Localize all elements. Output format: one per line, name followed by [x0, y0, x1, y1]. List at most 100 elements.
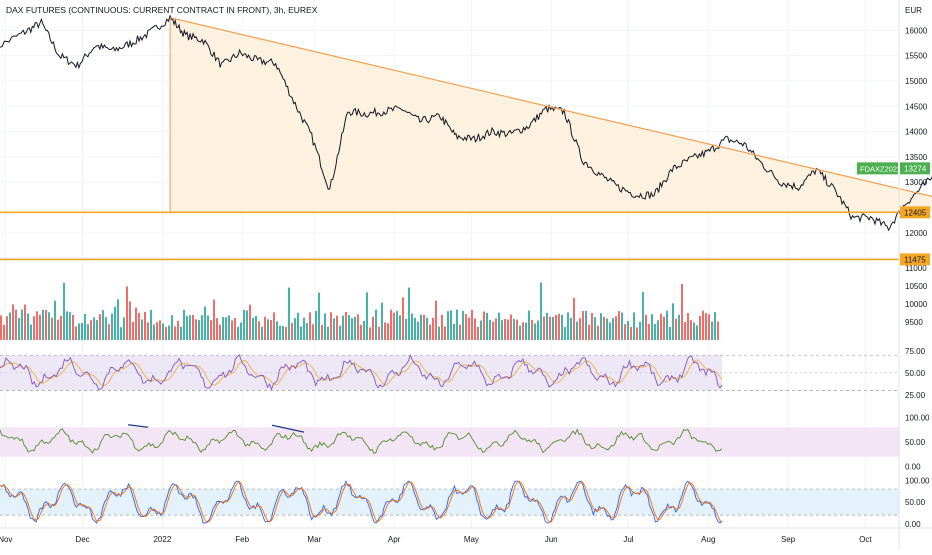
volume-bar — [654, 323, 656, 340]
volume-bar — [123, 317, 125, 340]
volume-bar — [174, 326, 176, 340]
triangle-pattern-fill — [170, 17, 932, 213]
volume-bar — [120, 327, 122, 340]
volume-bar — [207, 315, 209, 340]
volume-bar — [648, 323, 650, 340]
volume-bar — [258, 321, 260, 340]
time-tick-label: Mar — [307, 535, 321, 544]
volume-bar — [495, 318, 497, 340]
volume-bar — [297, 312, 299, 340]
volume-bar — [138, 312, 140, 340]
volume-bar — [228, 315, 230, 340]
volume-bar — [687, 313, 689, 340]
divergence-line-2[interactable] — [271, 424, 305, 433]
volume-bar — [84, 313, 86, 340]
volume-bar — [99, 314, 101, 340]
volume-bar — [3, 324, 5, 340]
volume-bar — [144, 311, 146, 340]
stochastic-tick-label: 100.00 — [905, 476, 930, 485]
volume-bar — [126, 286, 128, 340]
volume-bar — [24, 304, 26, 340]
volume-bar — [678, 314, 680, 340]
volume-bar — [528, 310, 530, 340]
volume-bar — [426, 317, 428, 340]
volume-bar — [264, 316, 266, 340]
volume-bar — [294, 318, 296, 340]
volume-bar — [459, 324, 461, 340]
volume-bar — [246, 310, 248, 340]
volume-bar — [435, 300, 437, 340]
volume-bar — [627, 321, 629, 340]
volume-bar — [237, 326, 239, 340]
last-price-tag: 13274 — [904, 164, 927, 173]
price-series-line — [0, 14, 932, 232]
descending-trendline[interactable] — [169, 17, 932, 212]
volume-bar — [570, 317, 572, 340]
volume-bar — [90, 320, 92, 340]
volume-bar — [270, 319, 272, 340]
price-tick-label: 16000 — [905, 26, 928, 35]
volume-bar — [549, 316, 551, 340]
volume-tick-label: 10000 — [905, 300, 928, 309]
volume-bar — [348, 315, 350, 340]
volume-bar — [204, 306, 206, 340]
volume-bar — [114, 306, 116, 340]
volume-bar — [234, 318, 236, 340]
support2-tag: 11475 — [904, 255, 926, 264]
volume-bar — [201, 315, 203, 340]
volume-bar — [597, 325, 599, 340]
volume-bar — [336, 315, 338, 340]
volume-bar — [177, 320, 179, 340]
volume-bar — [222, 317, 224, 340]
volume-bar — [102, 310, 104, 340]
volume-bar — [618, 311, 620, 340]
volume-bar — [588, 324, 590, 340]
time-tick-label: Apr — [388, 535, 401, 544]
volume-bar — [231, 320, 233, 340]
volume-bar — [303, 317, 305, 340]
volume-bar — [714, 312, 716, 340]
last-price-tag-bg — [900, 162, 930, 175]
volume-bar — [306, 323, 308, 340]
volume-bar — [216, 318, 218, 340]
volume-bar — [468, 317, 470, 340]
volume-bar — [96, 320, 98, 340]
volume-bar — [519, 325, 521, 340]
volume-bar — [534, 323, 536, 340]
volume-bar — [387, 323, 389, 340]
volume-bar — [312, 324, 314, 340]
volume-bar — [342, 315, 344, 340]
rsi-ma-line — [0, 359, 723, 387]
volume-bar — [180, 326, 182, 340]
time-tick-label: Aug — [701, 535, 715, 544]
volume-bar — [675, 318, 677, 340]
volume-bar — [60, 315, 62, 340]
volume-bar — [474, 318, 476, 340]
volume-bar — [186, 316, 188, 340]
volume-bar — [696, 325, 698, 340]
volume-bar — [93, 317, 95, 340]
volume-bar — [369, 327, 371, 340]
volume-bar — [15, 309, 17, 340]
price-tick-label: 13000 — [905, 178, 928, 187]
volume-bar — [255, 315, 257, 340]
volume-bar — [276, 321, 278, 340]
divergence-line-1[interactable] — [127, 424, 149, 428]
time-tick-label: Sep — [781, 535, 796, 544]
volume-bar — [36, 311, 38, 340]
volume-bar — [69, 312, 71, 340]
volume-bar — [366, 292, 368, 340]
volume-bar — [669, 326, 671, 340]
stochastic-tick-label: 50.00 — [905, 498, 926, 507]
volume-bar — [51, 317, 53, 340]
volume-bar — [225, 317, 227, 340]
oscillator-line — [0, 428, 723, 455]
volume-bar — [624, 324, 626, 340]
volume-bar — [0, 315, 2, 340]
volume-bar — [291, 322, 293, 340]
volume-bar — [660, 313, 662, 340]
volume-bar — [18, 317, 20, 340]
volume-bar — [381, 302, 383, 340]
volume-bar — [384, 322, 386, 340]
